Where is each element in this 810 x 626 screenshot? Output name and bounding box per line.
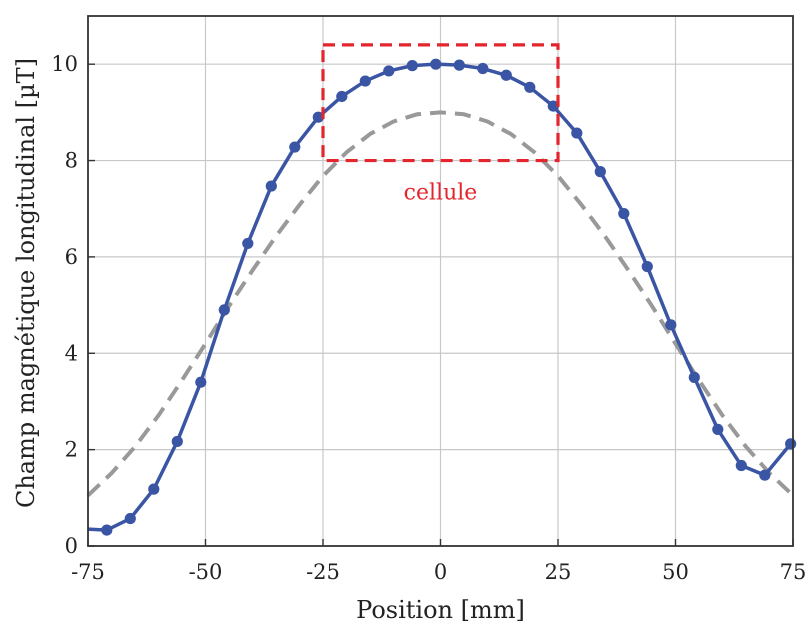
- data-point: [312, 111, 324, 123]
- cellule-annotation: cellule: [321, 43, 560, 206]
- y-axis-label: Champ magnétique longitudinal [µT]: [12, 58, 40, 508]
- x-tick-label: 25: [545, 560, 572, 584]
- data-point: [453, 59, 465, 71]
- data-point: [359, 75, 371, 87]
- data-point: [735, 459, 747, 472]
- data-point: [712, 423, 724, 435]
- series-solid: [87, 58, 797, 536]
- data-point: [218, 304, 230, 316]
- cellule-label: cellule: [404, 181, 478, 206]
- data-point: [759, 469, 771, 481]
- x-tick-label: 50: [662, 560, 689, 584]
- data-point: [406, 60, 418, 72]
- data-point: [785, 438, 797, 450]
- x-tick-label: 75: [780, 560, 807, 584]
- x-tick-label: -25: [306, 560, 340, 584]
- dashed-series-line: [86, 110, 795, 497]
- y-tick-labels: 0 2 4 6 8 10: [51, 52, 95, 558]
- data-point: [524, 81, 536, 93]
- data-point: [665, 319, 677, 331]
- data-point: [195, 376, 207, 388]
- data-point: [336, 90, 348, 103]
- y-tick-label: 0: [65, 534, 78, 558]
- data-point: [148, 483, 160, 495]
- solid-series-line: [87, 62, 792, 532]
- x-tick-label: -50: [189, 560, 223, 584]
- data-point: [594, 166, 606, 178]
- data-point: [289, 141, 301, 153]
- data-point: [500, 69, 512, 81]
- data-point: [688, 371, 700, 383]
- data-point: [265, 180, 277, 192]
- data-point: [477, 62, 489, 75]
- data-point: [571, 127, 583, 139]
- y-tick-label: 2: [65, 438, 78, 462]
- data-point: [547, 100, 559, 112]
- data-point: [242, 237, 254, 250]
- data-point: [618, 207, 630, 220]
- data-point: [430, 58, 442, 70]
- x-tick-label: -75: [71, 560, 105, 584]
- y-tick-label: 10: [51, 52, 78, 76]
- y-tick-label: 4: [65, 341, 78, 365]
- data-point: [383, 65, 395, 77]
- data-point: [124, 512, 136, 525]
- data-point: [641, 260, 653, 273]
- x-axis-label: Position [mm]: [356, 596, 525, 624]
- data-point: [101, 524, 113, 536]
- cellule-box: [321, 43, 560, 163]
- x-tick-labels: -75 -50 -25 0 25 50 75: [71, 539, 806, 584]
- y-tick-label: 6: [65, 245, 78, 269]
- series-dashed: [86, 110, 795, 497]
- data-point: [171, 435, 183, 448]
- y-tick-label: 8: [65, 149, 78, 173]
- grid-lines: [88, 16, 793, 546]
- x-tick-label: 0: [434, 560, 447, 584]
